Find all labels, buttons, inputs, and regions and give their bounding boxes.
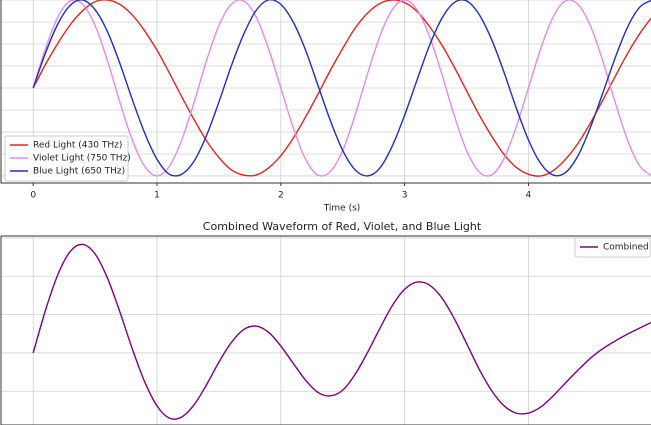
axes-frame xyxy=(0,236,651,425)
legend-label: Red Light (430 THz) xyxy=(33,141,122,151)
legend-label: Violet Light (750 THz) xyxy=(33,154,131,164)
legend-label: Blue Light (650 THz) xyxy=(33,167,125,177)
x-axis-label: Time (s) xyxy=(323,204,361,214)
legend-box xyxy=(4,135,129,182)
legend-label: Combined xyxy=(603,243,649,253)
x-tick-label: 0 xyxy=(30,191,36,201)
legend-box xyxy=(574,237,651,258)
plot-area xyxy=(32,0,651,177)
chart-title: Combined Waveform of Red, Violet, and Bl… xyxy=(203,220,482,233)
x-tick-label: 3 xyxy=(402,191,408,201)
plot-area xyxy=(32,243,651,420)
x-tick-label: 1 xyxy=(154,191,160,201)
series-line xyxy=(32,243,651,420)
x-tick-label: 2 xyxy=(278,191,284,201)
series-line xyxy=(32,0,651,177)
x-tick-label: 4 xyxy=(526,191,532,201)
axes-frame xyxy=(0,0,651,184)
